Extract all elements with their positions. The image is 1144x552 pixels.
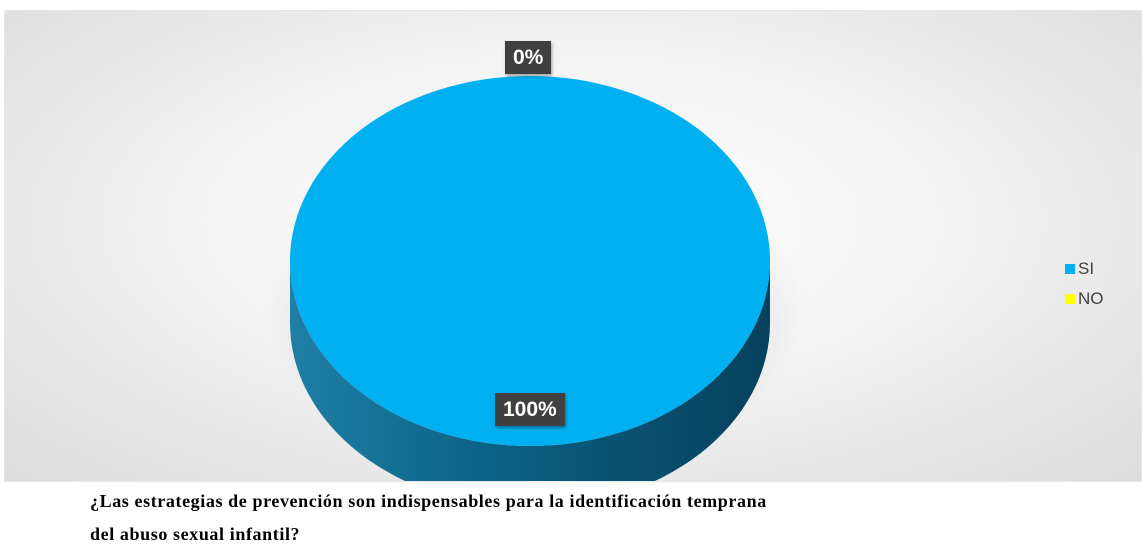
data-label-no: 0% [505,41,552,74]
figure-caption: ¿Las estrategias de prevención son indis… [90,485,1140,551]
legend-item-no: NO [1065,286,1104,312]
pie-side-wall [290,261,770,481]
legend-swatch-no [1065,294,1075,304]
legend-item-si: SI [1065,256,1104,282]
pie-slice-si [290,76,770,446]
legend-label-si: SI [1078,259,1095,278]
caption-line-2: del abuso sexual infantil? [90,524,301,544]
legend-label-no: NO [1078,289,1104,308]
legend-swatch-si [1065,264,1075,274]
data-label-si: 100% [495,393,565,426]
pie-chart [265,76,805,481]
chart-area: 0% 100% SI NO [4,10,1142,482]
caption-line-1: ¿Las estrategias de prevención son indis… [90,491,767,511]
legend: SI NO [1065,256,1104,316]
